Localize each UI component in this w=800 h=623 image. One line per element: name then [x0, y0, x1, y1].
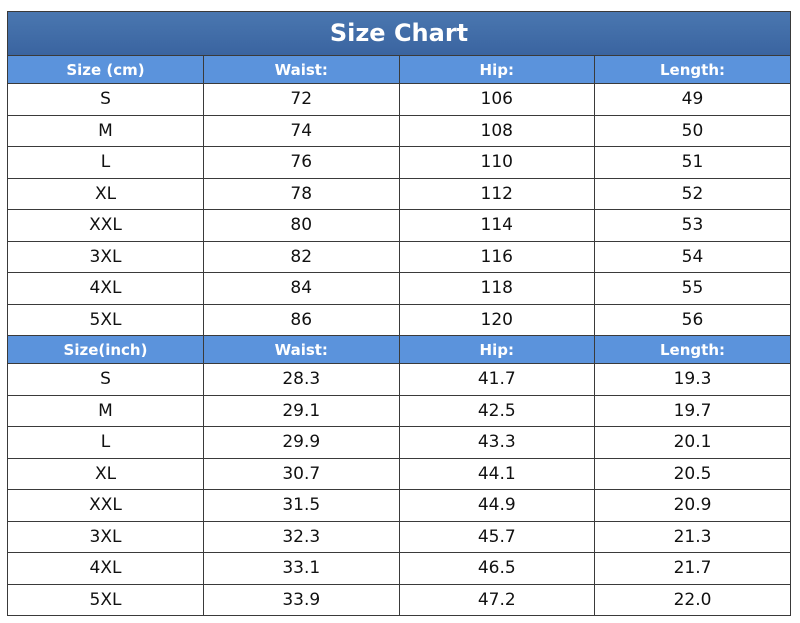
length-cell: 20.5 — [594, 457, 790, 490]
waist-header: Waist: — [203, 56, 400, 84]
hip-cell: 45.7 — [398, 520, 595, 553]
hip-cell: 46.5 — [398, 552, 595, 585]
length-cell: 21.7 — [594, 552, 790, 585]
length-cell: 49 — [594, 83, 790, 116]
size-chart: Size Chart Size (cm) Waist: Hip: Length: S 72… — [7, 11, 791, 616]
table-row: XL 78 112 52 — [8, 177, 790, 210]
waist-cell: 86 — [203, 303, 400, 336]
length-cell: 52 — [594, 177, 790, 210]
length-cell: 56 — [594, 303, 790, 336]
length-header: Length: — [594, 335, 790, 364]
hip-cell: 108 — [398, 114, 595, 147]
length-cell: 21.3 — [594, 520, 790, 553]
length-cell: 22.0 — [594, 583, 790, 615]
header-row: Size (cm) Waist: Hip: Length: — [8, 56, 790, 84]
table-row: 3XL 82 116 54 — [8, 240, 790, 273]
hip-cell: 42.5 — [398, 394, 595, 427]
size-cell: L — [8, 146, 204, 179]
table-row: L 76 110 51 — [8, 146, 790, 179]
size-header: Size(inch) — [8, 335, 204, 364]
waist-cell: 29.9 — [203, 426, 400, 459]
waist-cell: 72 — [203, 83, 400, 116]
table-row: 5XL 86 120 56 — [8, 303, 790, 336]
length-cell: 50 — [594, 114, 790, 147]
size-cell: XL — [8, 457, 204, 490]
waist-cell: 33.1 — [203, 552, 400, 585]
length-cell: 51 — [594, 146, 790, 179]
waist-header: Waist: — [203, 335, 400, 364]
size-cell: 3XL — [8, 240, 204, 273]
size-cell: M — [8, 394, 204, 427]
hip-cell: 106 — [398, 83, 595, 116]
table-row: 4XL 33.1 46.5 21.7 — [8, 552, 790, 585]
hip-cell: 116 — [398, 240, 595, 273]
header-row: Size(inch) Waist: Hip: Length: — [8, 335, 790, 364]
hip-cell: 118 — [398, 272, 595, 305]
table-row: XXL 31.5 44.9 20.9 — [8, 489, 790, 522]
length-cell: 53 — [594, 209, 790, 242]
size-cell: 3XL — [8, 520, 204, 553]
table-row: M 29.1 42.5 19.7 — [8, 394, 790, 427]
table-row: M 74 108 50 — [8, 114, 790, 147]
size-header: Size (cm) — [8, 56, 204, 84]
size-cell: XXL — [8, 209, 204, 242]
table-row: 5XL 33.9 47.2 22.0 — [8, 583, 790, 615]
hip-header: Hip: — [398, 335, 595, 364]
table-row: 4XL 84 118 55 — [8, 272, 790, 305]
length-cell: 19.3 — [594, 363, 790, 396]
table-row: XL 30.7 44.1 20.5 — [8, 457, 790, 490]
waist-cell: 30.7 — [203, 457, 400, 490]
size-cell: M — [8, 114, 204, 147]
hip-cell: 120 — [398, 303, 595, 336]
size-cell: S — [8, 83, 204, 116]
waist-cell: 31.5 — [203, 489, 400, 522]
waist-cell: 29.1 — [203, 394, 400, 427]
size-cell: L — [8, 426, 204, 459]
waist-cell: 82 — [203, 240, 400, 273]
table-row: S 28.3 41.7 19.3 — [8, 363, 790, 396]
length-header: Length: — [594, 56, 790, 84]
chart-title: Size Chart — [8, 12, 790, 56]
waist-cell: 78 — [203, 177, 400, 210]
size-table: Size (cm) Waist: Hip: Length: S 72 106 49 M 74 108… — [8, 56, 790, 615]
length-cell: 20.1 — [594, 426, 790, 459]
length-cell: 54 — [594, 240, 790, 273]
hip-cell: 44.9 — [398, 489, 595, 522]
hip-cell: 110 — [398, 146, 595, 179]
waist-cell: 80 — [203, 209, 400, 242]
hip-cell: 47.2 — [398, 583, 595, 615]
hip-cell: 112 — [398, 177, 595, 210]
length-cell: 55 — [594, 272, 790, 305]
waist-cell: 33.9 — [203, 583, 400, 615]
waist-cell: 74 — [203, 114, 400, 147]
hip-cell: 43.3 — [398, 426, 595, 459]
size-cell: 4XL — [8, 552, 204, 585]
size-cell: 5XL — [8, 303, 204, 336]
hip-cell: 114 — [398, 209, 595, 242]
hip-cell: 41.7 — [398, 363, 595, 396]
waist-cell: 32.3 — [203, 520, 400, 553]
hip-cell: 44.1 — [398, 457, 595, 490]
hip-header: Hip: — [398, 56, 595, 84]
size-cell: XL — [8, 177, 204, 210]
size-cell: 5XL — [8, 583, 204, 615]
size-cell: XXL — [8, 489, 204, 522]
waist-cell: 28.3 — [203, 363, 400, 396]
waist-cell: 84 — [203, 272, 400, 305]
size-cell: S — [8, 363, 204, 396]
size-cell: 4XL — [8, 272, 204, 305]
table-row: XXL 80 114 53 — [8, 209, 790, 242]
length-cell: 19.7 — [594, 394, 790, 427]
table-row: S 72 106 49 — [8, 83, 790, 116]
table-row: 3XL 32.3 45.7 21.3 — [8, 520, 790, 553]
waist-cell: 76 — [203, 146, 400, 179]
table-row: L 29.9 43.3 20.1 — [8, 426, 790, 459]
length-cell: 20.9 — [594, 489, 790, 522]
